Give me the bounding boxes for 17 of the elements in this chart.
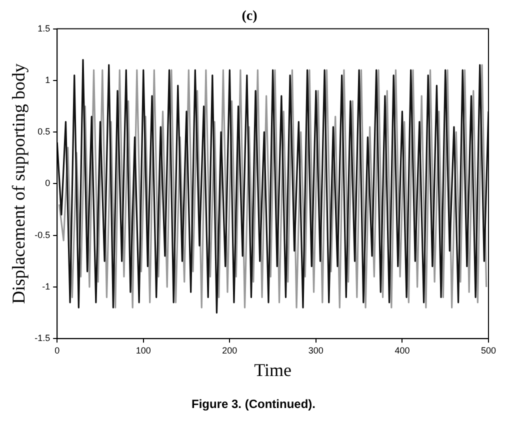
x-tick-label: 100 xyxy=(136,345,151,356)
y-tick-label: 0.5 xyxy=(38,126,50,137)
x-tick-label: 200 xyxy=(222,345,238,356)
y-tick-label: 0 xyxy=(45,178,50,188)
x-tick-label: 500 xyxy=(480,345,496,356)
x-tick-label: 300 xyxy=(308,345,324,356)
x-tick-label: 0 xyxy=(54,345,60,356)
x-tick-label: 400 xyxy=(394,345,410,356)
y-tick-label: -0.5 xyxy=(34,230,50,240)
y-tick-label: 1.5 xyxy=(38,23,50,34)
chart-title: (c) xyxy=(242,9,258,24)
y-tick-label: 1 xyxy=(45,74,50,85)
y-tick-label: -1 xyxy=(42,281,50,292)
caption: Figure 3. (Continued). xyxy=(190,397,316,411)
y-tick-label: -1.5 xyxy=(34,333,50,344)
y-axis-title: Displacement of supporting body xyxy=(8,63,29,304)
x-axis-title: Time xyxy=(254,360,292,380)
